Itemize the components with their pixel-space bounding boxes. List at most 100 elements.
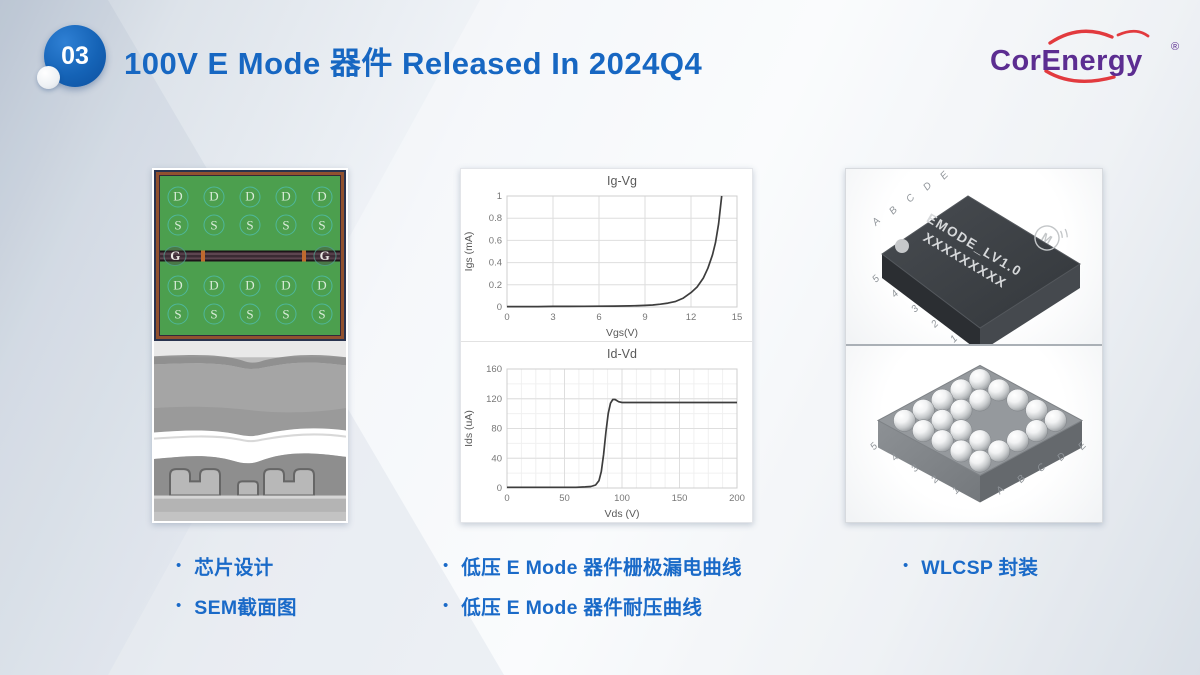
svg-text:0: 0 <box>504 312 509 323</box>
svg-text:0.6: 0.6 <box>489 235 502 246</box>
edge-label-letter: A <box>870 215 883 228</box>
solder-ball <box>968 388 992 412</box>
pcb-pad-d: D <box>275 275 297 297</box>
bullet-item: • 低压 E Mode 器件耐压曲线 <box>443 592 742 619</box>
gate-pad-left: G <box>163 245 187 266</box>
solder-ball <box>987 439 1011 463</box>
bullet-item: • WLCSP 封装 <box>903 552 1038 579</box>
solder-ball <box>968 449 992 473</box>
pcb-pad-d: D <box>239 186 261 208</box>
bullet-item: • SEM截面图 <box>176 592 297 619</box>
caption-list-right: • WLCSP 封装 <box>903 552 1038 579</box>
svg-text:0.4: 0.4 <box>489 258 502 269</box>
bullet-text: 低压 E Mode 器件耐压曲线 <box>461 597 703 619</box>
pcb-pad-s: S <box>311 214 333 236</box>
bullet-text: WLCSP 封装 <box>921 557 1039 579</box>
page-title: 100V E Mode 器件 Released In 2024Q4 <box>124 46 703 81</box>
solder-ball <box>987 378 1011 402</box>
svg-text:100: 100 <box>614 493 630 504</box>
svg-text:80: 80 <box>491 424 502 435</box>
pcb-pad-s: S <box>203 214 225 236</box>
svg-text:9: 9 <box>642 312 647 323</box>
solder-ball <box>949 399 973 422</box>
bullet-text: SEM截面图 <box>194 597 297 619</box>
edge-label-number: 5 <box>870 273 882 285</box>
solder-ball <box>931 409 954 432</box>
pcb-pad-d: D <box>167 186 189 208</box>
curve-line <box>507 398 737 489</box>
edge-label-letter: E <box>938 169 951 182</box>
edge-label-letter: B <box>887 204 900 217</box>
solder-ball <box>949 439 973 463</box>
solder-ball <box>968 368 992 392</box>
pcb-pad-d: D <box>275 186 297 208</box>
svg-text:12: 12 <box>686 312 697 323</box>
svg-text:15: 15 <box>732 312 743 323</box>
sem-cross-section-image <box>154 341 346 521</box>
solder-ball <box>1006 429 1029 453</box>
corenergy-logo-svg: CorEnergy ® <box>990 29 1179 83</box>
solder-ball <box>893 409 916 432</box>
pcb-pad-d: D <box>239 275 261 297</box>
curves-panel: 0 3 6 9 12 15 0 0.2 0.4 0.6 0.8 1 Ig-Vg Vgs(V) Igs (mA… <box>460 168 753 523</box>
pcb-pad-d: D <box>203 186 225 208</box>
svg-text:0: 0 <box>497 302 502 313</box>
x-axis-label: Vgs(V) <box>606 327 638 339</box>
logo-registered-mark: ® <box>1171 41 1179 53</box>
chart-ig-vg: 0 3 6 9 12 15 0 0.2 0.4 0.6 0.8 1 Ig-Vg Vgs(V) Igs (mA… <box>461 169 752 341</box>
svg-text:200: 200 <box>729 493 745 504</box>
edge-label-letter: E <box>1076 440 1089 453</box>
logo-arc-small <box>1116 29 1150 38</box>
solder-ball <box>949 378 973 402</box>
solder-ball <box>1025 419 1048 442</box>
bullet-item: • 芯片设计 <box>176 552 297 579</box>
bullet-dot: • <box>176 557 182 574</box>
bullet-dot: • <box>176 597 182 614</box>
pcb-pad-s: S <box>311 303 333 325</box>
chart-title: Ig-Vg <box>607 174 637 188</box>
edge-label-number: 1 <box>948 333 960 344</box>
package-top-view-image: EMODE_LV1.0 XXXXXXXXX M A B C D E 5 4 3 2 1 <box>846 169 1102 346</box>
caption-list-middle: • 低压 E Mode 器件栅极漏电曲线 • 低压 E Mode 器件耐压曲线 <box>443 552 742 619</box>
svg-text:160: 160 <box>486 364 502 375</box>
chart-title: Id-Vd <box>607 347 637 361</box>
bullet-text: 芯片设计 <box>194 557 274 579</box>
edge-label-letter: C <box>904 192 917 205</box>
solder-ball <box>912 399 935 422</box>
pcb-pad-d: D <box>311 186 333 208</box>
bullet-text: 低压 E Mode 器件栅极漏电曲线 <box>461 557 742 579</box>
curve-line <box>507 195 723 308</box>
svg-text:6: 6 <box>596 312 601 323</box>
logo-text: CorEnergy <box>990 45 1143 77</box>
caption-list-left: • 芯片设计 • SEM截面图 <box>176 552 297 619</box>
badge-accent-dot <box>37 66 60 89</box>
gate-via-mark <box>302 250 307 261</box>
solder-ball <box>1044 409 1067 432</box>
svg-text:120: 120 <box>486 394 502 405</box>
y-axis-label: Ids (uA) <box>463 410 475 447</box>
chart-svg: 0 50 100 150 200 0 40 80 120 160 Id-Vd Vds (V) Ids (… <box>463 347 745 520</box>
chip-layout-frame <box>156 172 344 339</box>
bullet-dot: • <box>443 597 449 614</box>
gate-pad-right: G <box>313 245 337 266</box>
solder-ball <box>912 419 935 442</box>
solder-ball <box>1025 399 1048 422</box>
pcb-pad-d: D <box>203 275 225 297</box>
svg-text:1: 1 <box>497 191 502 202</box>
gate-via-mark <box>201 250 206 261</box>
pcb-pad-s: S <box>239 303 261 325</box>
edge-label-number: 1 <box>950 485 962 497</box>
y-axis-label: Igs (mA) <box>463 232 475 272</box>
pcb-pad-d: D <box>311 275 333 297</box>
svg-text:150: 150 <box>672 493 688 504</box>
edge-label-letter: D <box>921 180 934 193</box>
slide-number: 03 <box>61 41 89 70</box>
svg-text:0: 0 <box>504 493 509 504</box>
pcb-pad-s: S <box>275 303 297 325</box>
